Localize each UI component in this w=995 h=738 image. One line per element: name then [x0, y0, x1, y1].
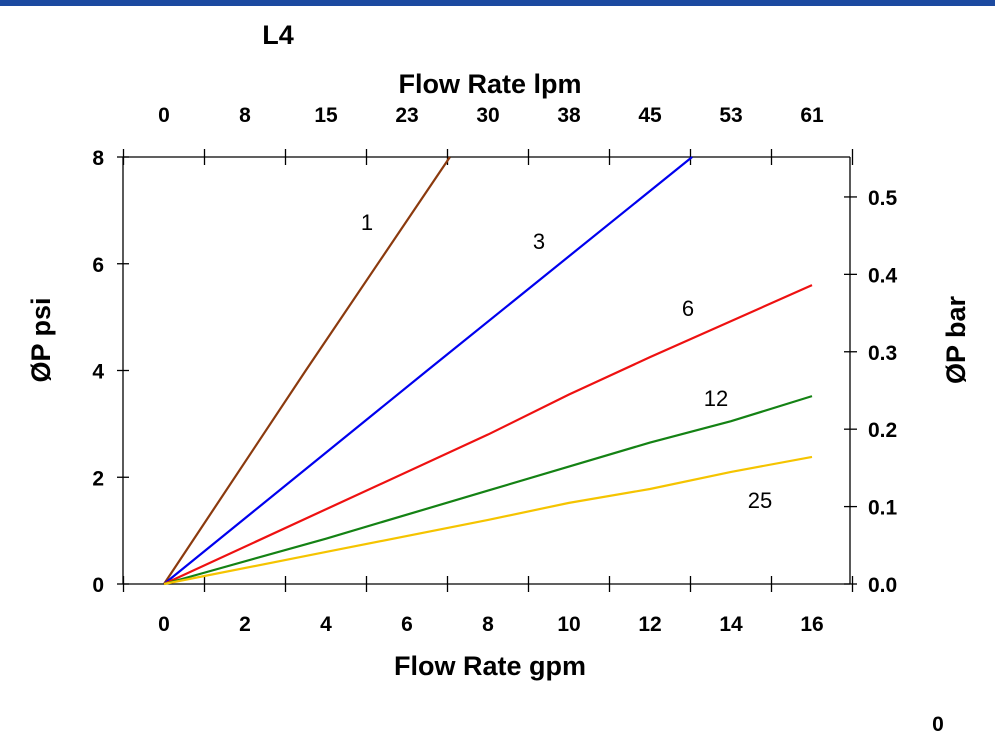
series-label-6: 6	[682, 296, 694, 321]
x-axis-title: Flow Rate gpm	[394, 651, 586, 681]
x2-axis-title: Flow Rate lpm	[398, 69, 581, 99]
x2-tick-label: 8	[239, 104, 251, 127]
series-label-1: 1	[361, 210, 373, 235]
y-tick-label: 6	[92, 254, 104, 277]
x2-tick-label: 45	[638, 104, 662, 127]
x-tick-label: 0	[158, 613, 170, 636]
y2-tick-label: 0.5	[868, 187, 898, 210]
x-tick-label: 12	[638, 613, 661, 636]
y-axis-title: ØP psi	[26, 297, 56, 382]
chart-title: L4	[262, 20, 294, 50]
x-tick-label: 8	[482, 613, 494, 636]
x2-tick-label: 0	[158, 104, 170, 127]
series-label-12: 12	[704, 386, 728, 411]
series-label-3: 3	[533, 229, 545, 254]
x2-tick-label: 53	[719, 104, 742, 127]
y2-tick-label: 0.0	[868, 574, 897, 597]
x-tick-label: 16	[800, 613, 823, 636]
page-number: 0	[932, 713, 944, 736]
x-tick-label: 6	[401, 613, 413, 636]
y-tick-label: 0	[92, 574, 104, 597]
series-line-25	[163, 455, 813, 586]
y2-tick-label: 0.4	[868, 264, 898, 287]
y-tick-label: 2	[92, 467, 104, 490]
x2-tick-label: 30	[476, 104, 499, 127]
y-tick-label: 4	[92, 361, 104, 384]
x2-tick-label: 61	[800, 104, 824, 127]
x-tick-label: 2	[239, 613, 251, 636]
y-tick-label: 8	[92, 147, 104, 170]
x-tick-label: 4	[320, 613, 332, 636]
series-line-3	[163, 156, 693, 585]
y2-tick-label: 0.3	[868, 342, 897, 365]
series-label-25: 25	[748, 488, 772, 513]
series-line-12	[163, 395, 813, 586]
x2-tick-label: 38	[557, 104, 581, 127]
x-tick-label: 14	[719, 613, 743, 636]
series-line-1	[163, 156, 451, 585]
y2-tick-label: 0.2	[868, 419, 897, 442]
x-tick-label: 10	[557, 613, 580, 636]
header-bar	[0, 0, 995, 6]
y2-tick-label: 0.1	[868, 497, 898, 520]
series-line-6	[163, 284, 813, 585]
x2-tick-label: 23	[395, 104, 418, 127]
x2-tick-label: 15	[314, 104, 338, 127]
y2-axis-title: ØP bar	[941, 295, 971, 384]
